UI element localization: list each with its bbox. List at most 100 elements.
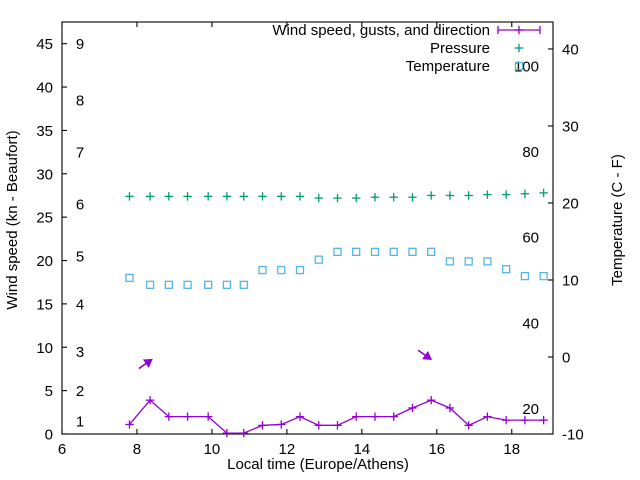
fahrenheit-label: 20 [522, 401, 539, 418]
data-point-square [125, 273, 134, 283]
data-point-square [164, 280, 173, 289]
data-point-plus [222, 192, 232, 201]
data-point-plus [277, 192, 286, 201]
data-point-square [183, 280, 192, 289]
data-point-plus [203, 192, 213, 201]
y2-tick-label: 30 [562, 118, 579, 135]
data-point-plus [203, 412, 213, 421]
y-tick-label: 40 [36, 80, 53, 97]
beaufort-label: 5 [76, 249, 84, 266]
data-point-square [295, 265, 305, 275]
data-point-square [145, 280, 155, 289]
legend-sample-line [497, 25, 541, 35]
data-point-square [427, 247, 436, 257]
data-point-square [370, 247, 380, 257]
data-point-plus [389, 412, 398, 421]
data-point-square [239, 280, 248, 289]
data-point-square [333, 247, 342, 257]
series-3 [125, 247, 548, 289]
data-point-plus [164, 192, 174, 201]
beaufort-label: 9 [76, 36, 84, 53]
y2-axis-ticks: -10 0 10 20 30 40 [548, 41, 584, 444]
y-tick-label: 15 [36, 296, 53, 313]
data-point-plus [352, 193, 361, 203]
data-point-plus [426, 395, 436, 405]
data-point-square [464, 257, 473, 266]
data-point-plus [239, 192, 248, 201]
data-point-plus [483, 190, 492, 199]
data-point-square [389, 247, 398, 257]
data-point-plus [501, 415, 511, 425]
y-tick-label: 20 [36, 253, 53, 270]
legend-label-1: Wind speed, gusts, and direction [272, 22, 490, 39]
x-tick-label: 6 [58, 441, 66, 458]
y-tick-label: 10 [36, 340, 53, 357]
data-point-plus [408, 193, 417, 202]
data-point-plus [314, 421, 323, 430]
x-tick-label: 16 [428, 441, 445, 458]
data-point-plus [520, 415, 530, 425]
wind-direction-arrow-2 [417, 349, 432, 361]
y-tick-label: 0 [45, 427, 53, 444]
x-tick-label: 12 [279, 441, 296, 458]
beaufort-label: 1 [76, 413, 84, 430]
data-point-plus [145, 395, 155, 405]
data-point-plus [408, 403, 417, 413]
series-1 [125, 395, 548, 438]
plot-frame [61, 21, 554, 435]
data-point-plus [389, 193, 398, 202]
beaufort-label: 3 [76, 344, 84, 361]
data-point-plus [426, 191, 436, 200]
data-point-plus [125, 192, 134, 201]
x-tick-label: 18 [503, 441, 520, 458]
data-point-plus [445, 191, 455, 200]
data-point-square [258, 265, 267, 275]
data-point-plus [501, 190, 511, 199]
data-point-plus [333, 421, 342, 430]
fahrenheit-label: 60 [522, 229, 539, 246]
beaufort-inner-labels: 1 2 3 4 5 6 7 8 9 [76, 36, 84, 430]
data-point-square [408, 247, 417, 257]
y2-tick-label: 10 [562, 272, 579, 289]
data-point-plus [222, 428, 232, 438]
beaufort-label: 8 [76, 93, 84, 110]
legend-label-3: Temperature [406, 58, 490, 75]
data-point-plus [183, 192, 192, 201]
data-point-plus [333, 193, 342, 203]
data-point-square [352, 247, 361, 257]
data-point-square [277, 265, 286, 275]
data-point-plus [370, 412, 380, 421]
data-point-plus [464, 191, 473, 200]
data-point-square [314, 255, 323, 264]
data-point-plus [295, 192, 305, 201]
fahrenheit-label: 80 [522, 144, 539, 161]
fahrenheit-label: 100 [514, 58, 539, 75]
data-point-plus [295, 412, 305, 421]
data-point-plus [445, 403, 455, 413]
y2-tick-label: 0 [562, 349, 570, 366]
y-tick-label: 25 [36, 210, 53, 227]
data-point-plus [483, 412, 492, 421]
data-point-plus [520, 189, 530, 198]
x-tick-label: 14 [354, 441, 371, 458]
wind-direction-arrows [138, 349, 432, 370]
y2-tick-label: 40 [562, 41, 579, 58]
data-point-plus [352, 412, 361, 421]
y-tick-label: 35 [36, 123, 53, 140]
data-point-plus [258, 421, 267, 430]
data-point-plus [277, 420, 286, 429]
x-tick-label: 8 [133, 441, 141, 458]
x-axis-title: Local time (Europe/Athens) [227, 456, 409, 473]
fahrenheit-label: 40 [522, 316, 539, 333]
data-point-plus [514, 43, 524, 53]
data-point-plus [464, 421, 473, 430]
data-point-square [204, 280, 213, 289]
data-point-plus [314, 193, 323, 203]
x-tick-label: 10 [204, 441, 221, 458]
data-point-plus [514, 25, 524, 35]
beaufort-label: 4 [76, 296, 84, 313]
wind-direction-arrow-1 [138, 358, 153, 370]
data-point-square [483, 257, 492, 266]
